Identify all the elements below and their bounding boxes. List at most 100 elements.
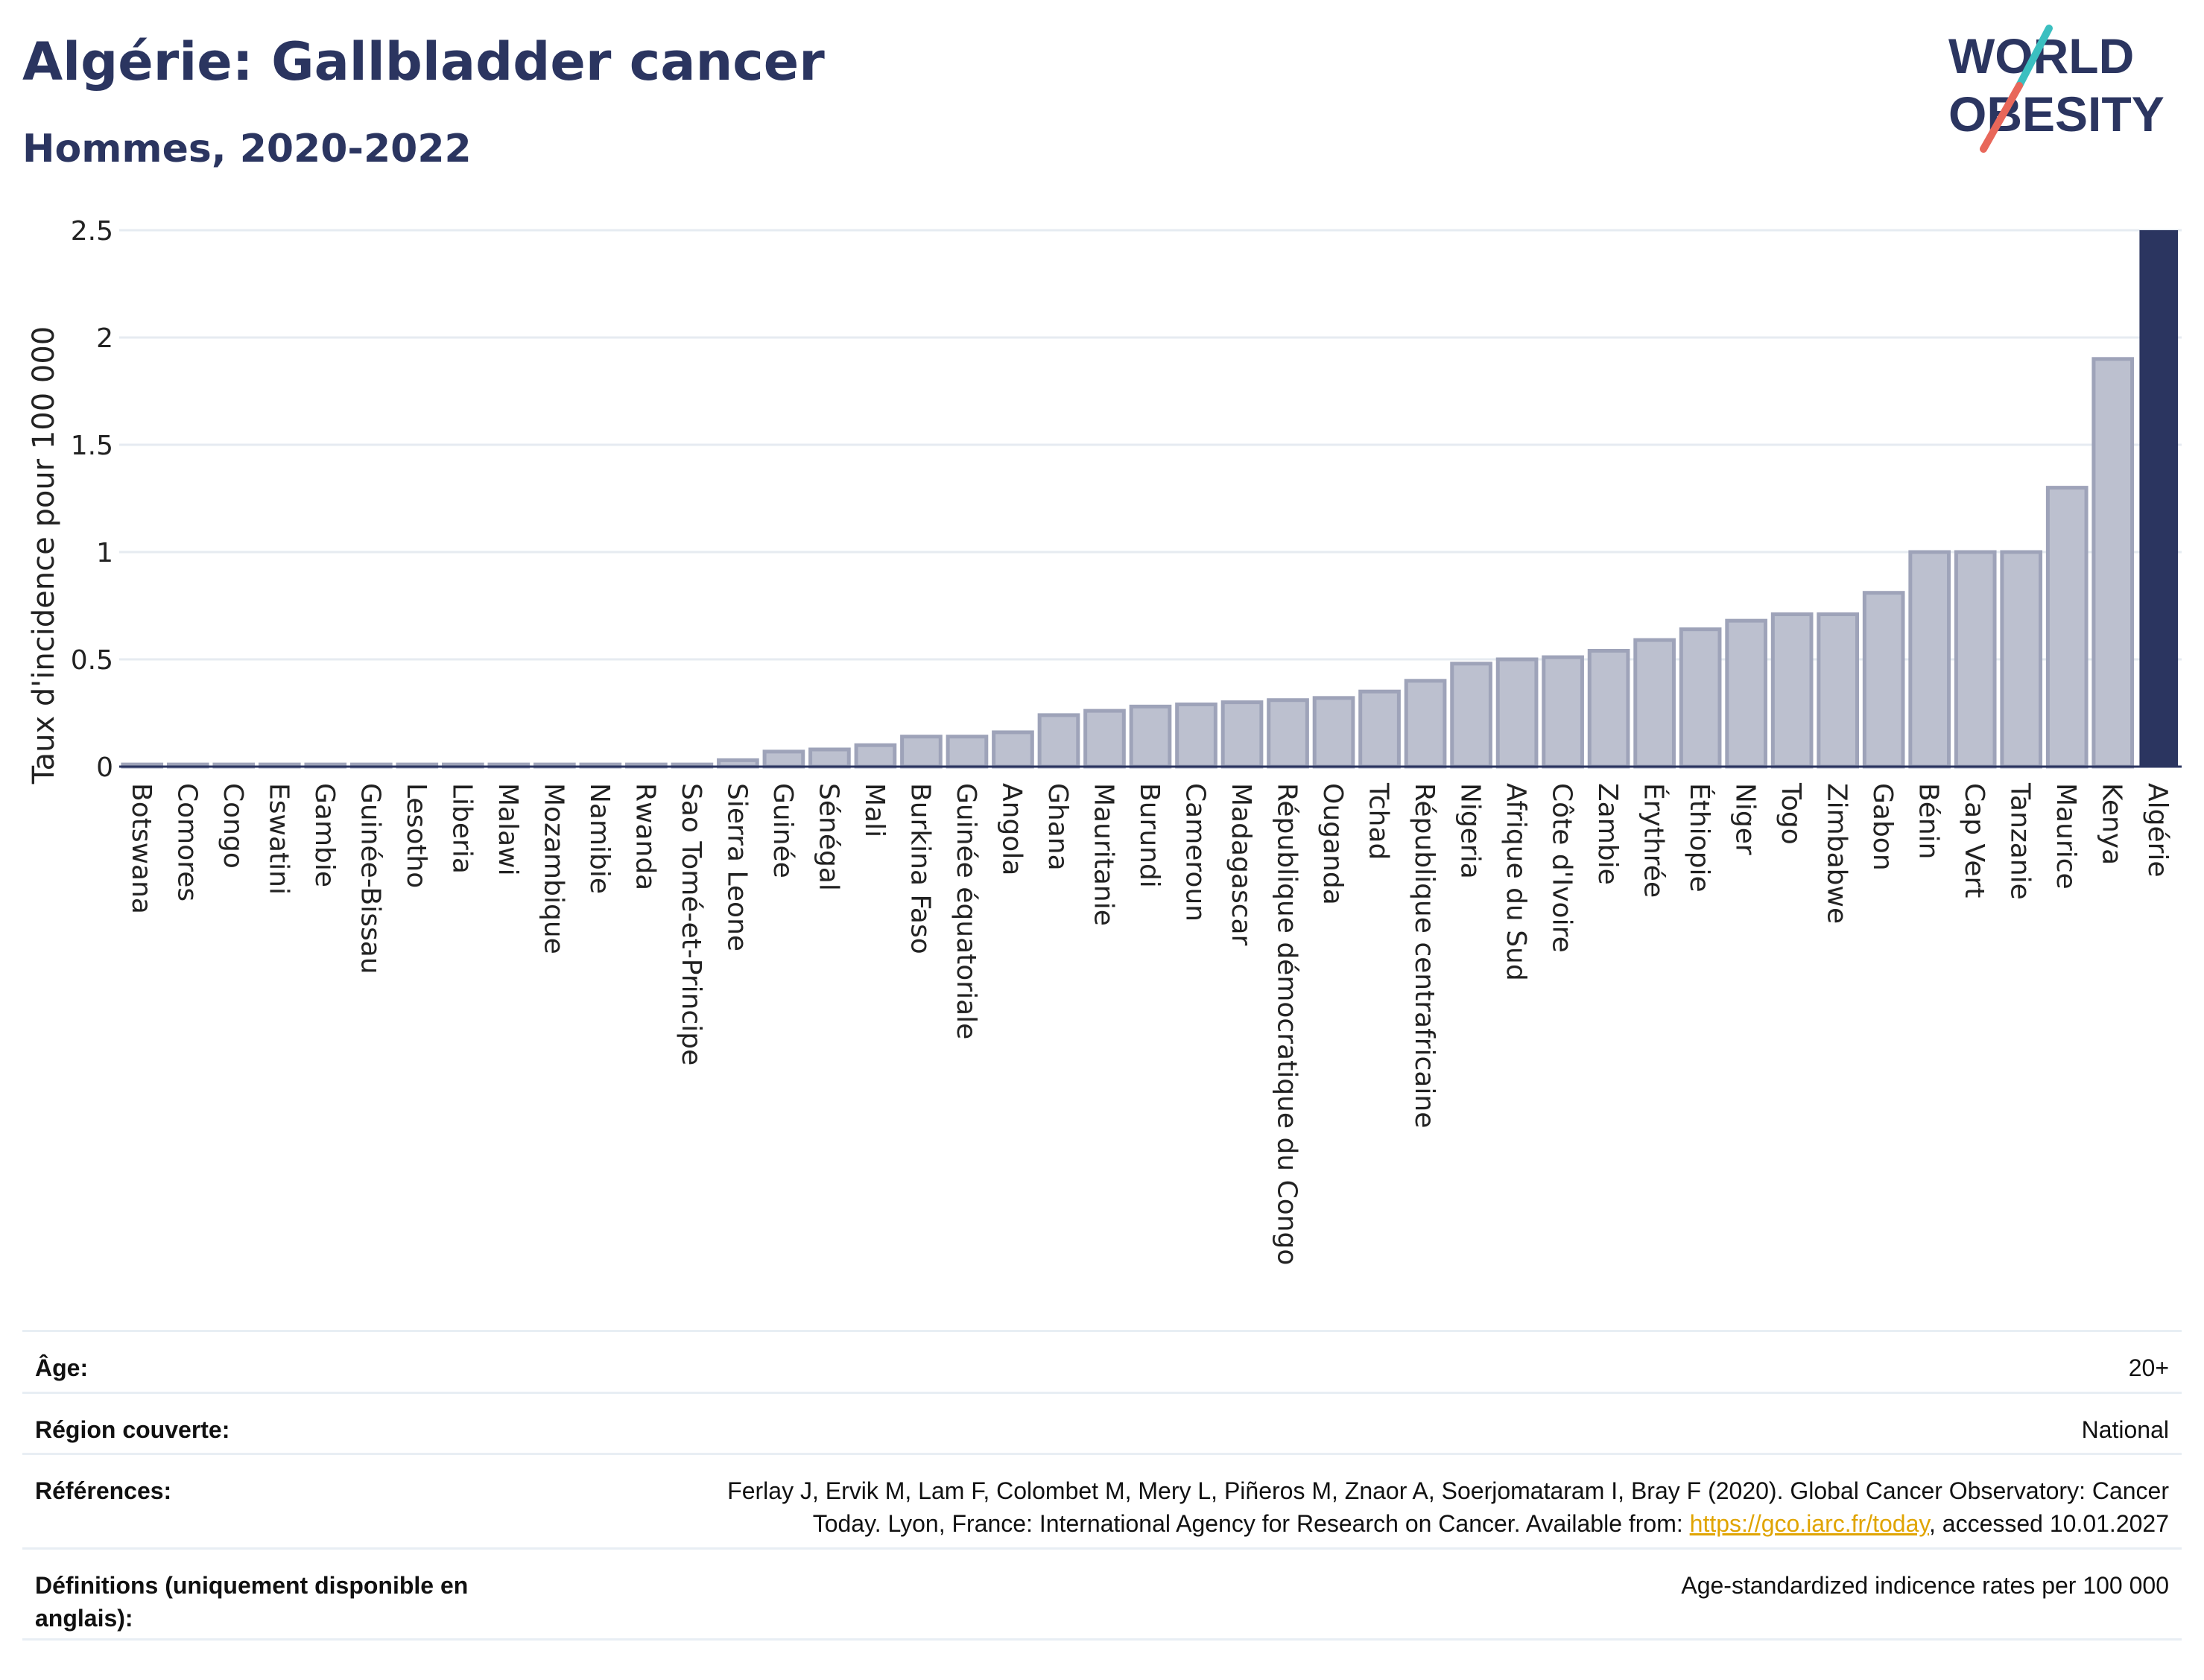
info-row-region: Région couverte: National <box>22 1392 2182 1453</box>
x-tick-label: Ouganda <box>1317 783 1348 905</box>
x-tick-label: Côte d'Ivoire <box>1547 783 1577 953</box>
y-tick-label: 0.5 <box>71 645 113 676</box>
logo-text-obesity: OBESITY <box>1948 86 2165 142</box>
references-line-1: Ferlay J, Ervik M, Lam F, Colombet M, Me… <box>727 1477 2169 1504</box>
age-value: 20+ <box>2128 1354 2169 1381</box>
x-tick-label: Lesotho <box>401 783 431 888</box>
world-obesity-logo: WORLD OBESITY <box>1948 25 2165 153</box>
bar <box>1725 618 1767 769</box>
x-tick-label: Ghana <box>1042 783 1073 871</box>
x-tick-label: Angola <box>996 783 1027 875</box>
references-value: Ferlay J, Ervik M, Lam F, Colombet M, Me… <box>727 1474 2182 1540</box>
bar <box>992 730 1034 769</box>
bar <box>2139 230 2179 767</box>
bar-chart: 0 0.5 1 1.5 2 2.5 Taux d'incidence pour 100 0… <box>27 216 2182 1265</box>
references-accessed: , accessed 10.01.2027 <box>1928 1510 2169 1537</box>
x-tick-label: Mauritanie <box>1088 783 1118 926</box>
x-tick-label: Malawi <box>493 783 523 876</box>
x-tick-label: Zambie <box>1592 783 1623 885</box>
bar <box>854 743 897 769</box>
chart-title: Algérie: Gallbladder cancer <box>22 31 825 92</box>
x-tick-label: Kenya <box>2097 783 2127 865</box>
x-tick-label: Sénégal <box>813 783 843 891</box>
age-label: Âge: <box>35 1354 89 1381</box>
x-tick-label: Maurice <box>2051 783 2081 890</box>
x-tick-label: Niger <box>1730 783 1761 855</box>
x-tick-label: Comores <box>171 783 202 901</box>
definitions-label: Définitions (uniquement disponible en an… <box>35 1572 469 1632</box>
bar <box>1267 698 1309 769</box>
bar <box>1954 550 1997 769</box>
x-tick-label: Namibie <box>584 783 615 894</box>
x-tick-label: Cameroun <box>1180 783 1211 922</box>
info-row-definitions: Définitions (uniquement disponible en an… <box>22 1547 2182 1641</box>
x-tick-label: Gambie <box>309 783 340 887</box>
bar <box>1175 702 1217 769</box>
bar <box>1770 612 1814 769</box>
bar <box>1312 696 1355 769</box>
x-tick-label: Nigeria <box>1455 783 1486 879</box>
bar <box>1083 709 1126 769</box>
y-tick-label: 1 <box>96 538 113 568</box>
x-tick-label: Cap Vert <box>1959 783 1989 898</box>
y-tick-label: 0 <box>96 752 113 783</box>
y-tick-label: 1.5 <box>71 431 113 461</box>
bar <box>1404 679 1447 769</box>
bar <box>808 747 851 769</box>
x-tick-label: Bénin <box>1913 783 1944 859</box>
definitions-value: Age-standardized indicence rates per 100… <box>1681 1572 2169 1599</box>
bar <box>1495 657 1539 769</box>
x-tick-label: Guinée équatoriale <box>951 783 981 1039</box>
x-tick-label: République centrafricaine <box>1409 783 1440 1128</box>
info-row-age: Âge: 20+ <box>22 1330 2182 1392</box>
bar <box>762 749 805 769</box>
x-tick-label: Éthiopie <box>1684 783 1715 893</box>
x-tick-label: Sierra Leone <box>721 783 752 951</box>
region-label: Région couverte: <box>35 1416 230 1443</box>
bar <box>1542 655 1584 769</box>
x-tick-label: Congo <box>218 783 248 869</box>
x-tick-label: Liberia <box>446 783 477 874</box>
references-link[interactable]: https://gco.iarc.fr/today <box>1689 1510 1929 1537</box>
info-table: Âge: 20+ Région couverte: National Référ… <box>22 1330 2182 1641</box>
bar <box>1817 612 1860 769</box>
x-tick-label: Zimbabwe <box>1822 783 1852 924</box>
info-row-references: Références: Ferlay J, Ervik M, Lam F, Co… <box>22 1453 2182 1547</box>
x-tick-label: Guinée <box>767 783 798 878</box>
x-tick-label: Botswana <box>126 783 156 914</box>
bar <box>900 735 943 769</box>
x-tick-label: Eswatini <box>263 783 294 895</box>
x-tick-label: Afrique du Sud <box>1501 783 1531 981</box>
x-tick-label: Érythrée <box>1638 783 1670 898</box>
y-tick-label: 2 <box>96 323 113 354</box>
x-tick-label: Madagascar <box>1226 783 1256 946</box>
x-tick-label: Mozambique <box>538 783 569 954</box>
logo-slash-top <box>2015 25 2053 89</box>
bars <box>121 230 2179 769</box>
x-tick-label: Burundi <box>1134 783 1165 888</box>
x-tick-label: Sao Tomé-et-Principe <box>676 783 706 1065</box>
bar <box>1587 648 1630 769</box>
y-axis-ticks: 0 0.5 1 1.5 2 2.5 <box>71 216 113 783</box>
logo-slash-bottom <box>1980 82 2023 153</box>
references-text: Today. Lyon, France: International Agenc… <box>812 1510 1690 1537</box>
x-tick-label: Tanzanie <box>2005 782 2036 900</box>
x-tick-label: Mali <box>859 783 890 837</box>
x-tick-label: Rwanda <box>630 783 660 890</box>
bar <box>1358 689 1401 769</box>
bar <box>1129 704 1172 769</box>
region-value: National <box>2081 1416 2169 1443</box>
bar <box>2000 550 2043 769</box>
bar <box>1450 662 1492 769</box>
chart-subtitle: Hommes, 2020-2022 <box>22 127 472 171</box>
bar <box>2091 357 2135 769</box>
references-line-2: Today. Lyon, France: International Agenc… <box>727 1507 2169 1540</box>
x-tick-label: Tchad <box>1364 782 1394 860</box>
x-tick-label: Burkina Faso <box>905 783 935 954</box>
bar <box>2045 486 2089 769</box>
bar <box>1037 713 1080 769</box>
bar <box>1862 591 1905 769</box>
x-axis-labels: Botswana Comores Congo Eswatini Gambie Guinée… <box>126 782 2173 1265</box>
y-tick-label: 2.5 <box>71 216 113 247</box>
bar <box>1679 627 1722 769</box>
